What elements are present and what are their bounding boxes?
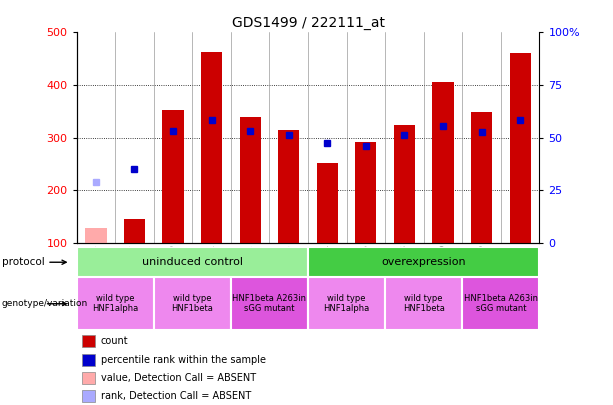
Bar	[82, 372, 96, 384]
Text: count: count	[101, 336, 128, 345]
Text: wild type
HNF1alpha: wild type HNF1alpha	[324, 294, 370, 313]
Bar	[82, 390, 96, 402]
Text: overexpression: overexpression	[381, 257, 466, 267]
Bar	[308, 247, 539, 277]
Bar	[471, 113, 492, 243]
Bar	[77, 277, 154, 330]
Text: genotype/variation: genotype/variation	[1, 299, 88, 308]
Text: HNF1beta A263in
sGG mutant: HNF1beta A263in sGG mutant	[464, 294, 538, 313]
Bar	[124, 220, 145, 243]
Bar	[385, 277, 462, 330]
Bar	[432, 83, 454, 243]
Text: protocol: protocol	[1, 257, 66, 267]
Bar	[85, 228, 107, 243]
Text: HNF1beta A263in
sGG mutant: HNF1beta A263in sGG mutant	[232, 294, 306, 313]
Bar	[356, 143, 376, 243]
Text: value, Detection Call = ABSENT: value, Detection Call = ABSENT	[101, 373, 256, 383]
Text: rank, Detection Call = ABSENT: rank, Detection Call = ABSENT	[101, 391, 251, 401]
Bar	[308, 277, 385, 330]
Bar	[231, 277, 308, 330]
Text: uninduced control: uninduced control	[142, 257, 243, 267]
Title: GDS1499 / 222111_at: GDS1499 / 222111_at	[232, 16, 384, 30]
Bar	[154, 277, 231, 330]
Text: wild type
HNF1beta: wild type HNF1beta	[403, 294, 444, 313]
Text: wild type
HNF1alpha: wild type HNF1alpha	[92, 294, 139, 313]
Bar	[77, 247, 308, 277]
Bar	[240, 117, 261, 243]
Bar	[278, 130, 299, 243]
Text: wild type
HNF1beta: wild type HNF1beta	[172, 294, 213, 313]
Bar	[394, 125, 415, 243]
Bar	[82, 335, 96, 347]
Bar	[317, 164, 338, 243]
Bar	[82, 354, 96, 366]
Bar	[462, 277, 539, 330]
Bar	[509, 53, 531, 243]
Bar	[162, 110, 184, 243]
Text: percentile rank within the sample: percentile rank within the sample	[101, 355, 266, 365]
Bar	[201, 52, 223, 243]
